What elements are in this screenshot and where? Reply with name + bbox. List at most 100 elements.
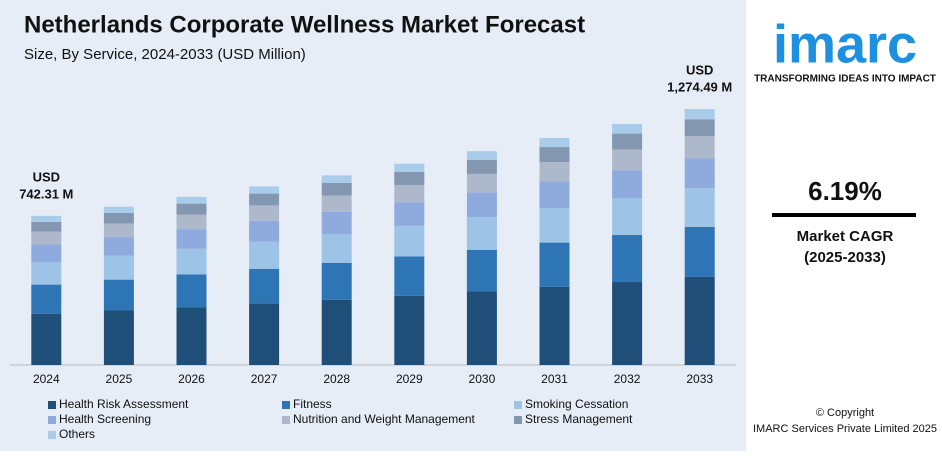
company: IMARC Services Private Limited 2025 <box>753 423 937 435</box>
bar-segment <box>321 195 352 212</box>
x-tick-label: 2033 <box>686 372 713 386</box>
bar-segment <box>31 284 62 314</box>
bar-segment <box>466 151 497 160</box>
bar-segment <box>539 162 570 182</box>
bar-segment <box>249 241 280 269</box>
bar-segment <box>249 220 280 242</box>
bar-segment <box>466 173 497 193</box>
bar-segment <box>539 137 570 148</box>
legend-label: Stress Management <box>525 412 633 426</box>
bar-segment <box>394 256 425 296</box>
bar-segment <box>31 313 62 365</box>
x-tick-label: 2024 <box>33 372 60 386</box>
bar-segment <box>612 198 643 236</box>
legend-swatch <box>514 416 522 424</box>
legend-label: Others <box>59 427 95 441</box>
bar-segment <box>684 136 715 159</box>
bar-segment <box>103 255 134 280</box>
bar-segment <box>176 203 207 215</box>
bar-segment <box>103 310 134 365</box>
legend-label: Fitness <box>293 397 332 411</box>
total-label: 1,274.49 M <box>667 79 732 94</box>
bar-segment <box>176 307 207 365</box>
bar-segment <box>31 215 62 222</box>
bar-segment <box>539 242 570 287</box>
bar-segment <box>612 149 643 171</box>
legend-swatch <box>48 416 56 424</box>
bar-segment <box>394 225 425 257</box>
bar-segment <box>321 175 352 183</box>
bar-segment <box>103 213 134 224</box>
bar-segment <box>684 276 715 365</box>
bar-segment <box>684 109 715 120</box>
bar-segment <box>176 229 207 249</box>
bar-segment <box>684 188 715 227</box>
bar-segment <box>249 303 280 365</box>
bar-segment <box>321 211 352 234</box>
bar-segment <box>394 185 425 203</box>
bar-segment <box>103 206 134 214</box>
total-label: USD <box>686 62 713 77</box>
bar-segment <box>394 163 425 172</box>
cagr-period: (2025-2033) <box>804 249 886 266</box>
chart-subtitle: Size, By Service, 2024-2033 (USD Million… <box>24 46 306 63</box>
bar-segment <box>684 119 715 137</box>
legend-label: Smoking Cessation <box>525 397 628 411</box>
x-tick-label: 2028 <box>323 372 350 386</box>
bar-segment <box>466 217 497 250</box>
bar-segment <box>321 299 352 365</box>
bar-segment <box>31 221 62 232</box>
bar-segment <box>466 249 497 292</box>
bar-segment <box>466 291 497 365</box>
bar-segment <box>684 226 715 277</box>
bar-segment <box>539 208 570 243</box>
bar-segment <box>612 133 643 150</box>
bar-segment <box>394 202 425 226</box>
bar-segment <box>321 182 352 196</box>
total-label: 742.31 M <box>19 186 73 201</box>
bar-segment <box>394 171 425 186</box>
legend-label: Health Screening <box>59 412 151 426</box>
bar-segment <box>176 214 207 230</box>
bar-segment <box>31 244 62 262</box>
chart-title: Netherlands Corporate Wellness Market Fo… <box>24 11 585 38</box>
bar-segment <box>176 196 207 204</box>
x-tick-label: 2027 <box>251 372 278 386</box>
bar-segment <box>466 192 497 218</box>
bar-segment <box>31 261 62 285</box>
x-tick-label: 2032 <box>614 372 641 386</box>
sidebar-background <box>746 0 942 451</box>
bar-segment <box>684 158 715 189</box>
bar-segment <box>249 268 280 304</box>
x-tick-label: 2031 <box>541 372 568 386</box>
bar-segment <box>103 237 134 256</box>
bar-segment <box>31 231 62 245</box>
bar-segment <box>103 223 134 238</box>
cagr-value: 6.19% <box>808 176 882 206</box>
bar-segment <box>249 193 280 206</box>
x-tick-label: 2025 <box>106 372 133 386</box>
bar-segment <box>176 248 207 275</box>
x-tick-label: 2029 <box>396 372 423 386</box>
bar-segment <box>321 233 352 263</box>
total-label: USD <box>33 169 60 184</box>
bar-segment <box>539 286 570 365</box>
bar-segment <box>394 295 425 365</box>
logo: imarc <box>773 14 917 74</box>
legend-swatch <box>48 431 56 439</box>
cagr-label: Market CAGR <box>797 228 894 245</box>
legend-swatch <box>514 401 522 409</box>
bar-segment <box>612 282 643 365</box>
bar-segment <box>103 279 134 311</box>
x-tick-label: 2026 <box>178 372 205 386</box>
bar-segment <box>466 159 497 174</box>
bar-segment <box>249 186 280 194</box>
legend-swatch <box>282 401 290 409</box>
bar-segment <box>176 274 207 308</box>
copyright: © Copyright <box>816 407 874 419</box>
bar-segment <box>249 205 280 221</box>
legend-label: Nutrition and Weight Management <box>293 412 476 426</box>
legend-swatch <box>282 416 290 424</box>
bar-segment <box>612 235 643 283</box>
